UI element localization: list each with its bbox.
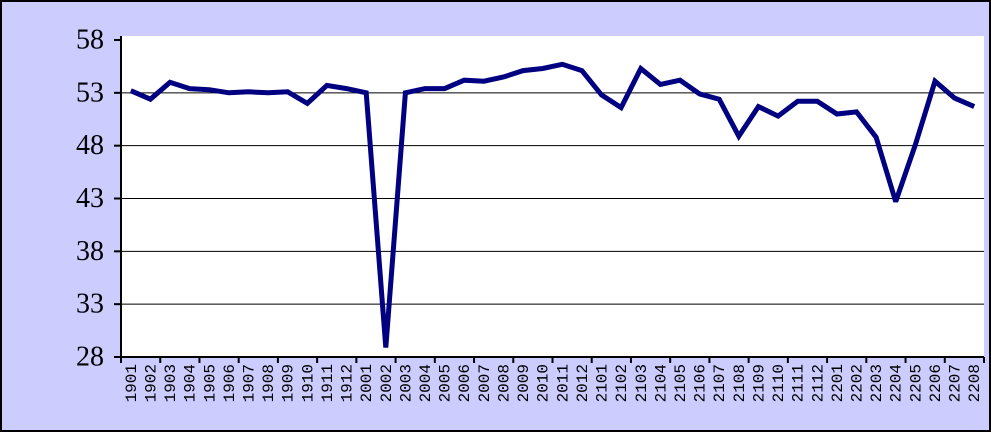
x-tick-label: 1912 <box>339 364 357 402</box>
x-tick-label: 2109 <box>750 364 768 402</box>
x-tick-label: 1905 <box>201 364 219 402</box>
x-tick-label: 2202 <box>849 364 867 402</box>
x-tick-label: 2004 <box>417 364 435 402</box>
x-tick-label: 2101 <box>594 364 612 402</box>
x-tick-label: 2003 <box>397 364 415 402</box>
x-tick-label: 1901 <box>123 364 141 402</box>
x-tick-label: 2104 <box>652 364 670 402</box>
x-tick-label: 2206 <box>927 364 945 402</box>
data-line <box>129 61 976 348</box>
x-tick-label: 2111 <box>790 364 808 402</box>
x-tick-label: 2002 <box>378 364 396 402</box>
x-tick-label: 2205 <box>907 364 925 402</box>
x-tick-label: 2105 <box>672 364 690 402</box>
x-tick-label: 2008 <box>495 364 513 402</box>
x-tick-label: 2103 <box>633 364 651 402</box>
x-tick-label: 1909 <box>280 364 298 402</box>
y-tick-label: 43 <box>76 183 104 214</box>
x-tick-label: 2106 <box>692 364 710 402</box>
x-tick-label: 1906 <box>221 364 239 402</box>
x-tick-label: 2102 <box>613 364 631 402</box>
x-tick-label: 2203 <box>868 364 886 402</box>
x-tick-label: 1903 <box>162 364 180 402</box>
plot-area <box>121 36 984 357</box>
x-tick-label: 2108 <box>731 364 749 402</box>
x-tick-label: 2005 <box>437 364 455 402</box>
x-tick-label: 2012 <box>574 364 592 402</box>
y-tick-label: 53 <box>76 77 104 108</box>
x-tick-label: 1910 <box>299 364 317 402</box>
x-tick-label: 2201 <box>829 364 847 402</box>
x-tick-label: 2009 <box>515 364 533 402</box>
x-tick-label: 2204 <box>888 364 906 402</box>
x-tick-label: 2207 <box>947 364 965 402</box>
x-tick-label: 1902 <box>142 364 160 402</box>
x-tick-label: 1904 <box>182 364 200 402</box>
x-tick-label: 2110 <box>770 364 788 402</box>
y-tick-label: 48 <box>76 130 104 161</box>
x-tick-label: 1907 <box>240 364 258 402</box>
x-tick-label: 2006 <box>456 364 474 402</box>
x-tick-label: 1908 <box>260 364 278 402</box>
x-tick-label: 2010 <box>535 364 553 402</box>
x-tick-label: 1911 <box>319 364 337 402</box>
y-tick-label: 58 <box>76 25 104 56</box>
x-tick-label: 2011 <box>554 364 572 402</box>
x-tick-label: 2007 <box>476 364 494 402</box>
x-tick-label: 2112 <box>809 364 827 402</box>
x-tick-label: 2208 <box>966 364 984 402</box>
y-tick-label: 38 <box>76 236 104 267</box>
y-tick-label: 33 <box>76 289 104 320</box>
y-tick-label: 28 <box>76 342 104 373</box>
x-tick-label: 2001 <box>358 364 376 402</box>
x-tick-label: 2107 <box>711 364 729 402</box>
